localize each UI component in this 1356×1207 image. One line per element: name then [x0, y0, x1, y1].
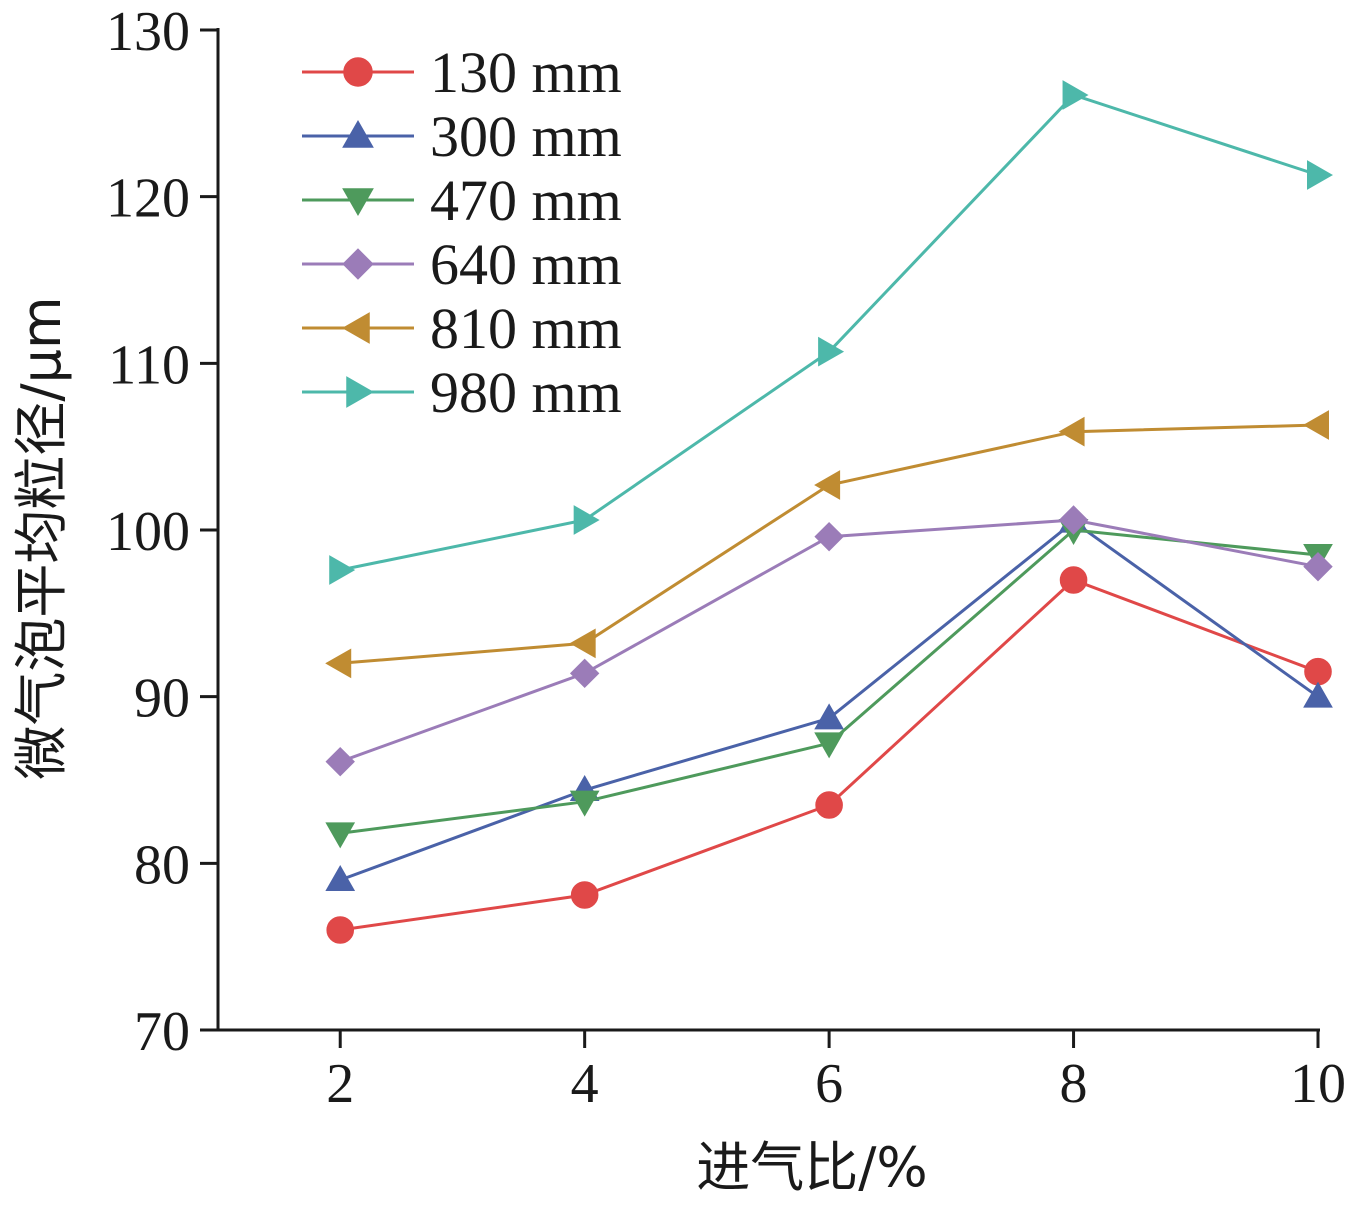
- data-point: [570, 881, 599, 909]
- legend-label: 300 mm: [430, 104, 622, 169]
- legend-marker: [342, 188, 374, 217]
- legend-item: 980 mm: [302, 360, 622, 425]
- y-tick-label: 70: [134, 1001, 190, 1063]
- data-point: [815, 791, 843, 819]
- data-point: [814, 732, 844, 759]
- data-point: [1304, 657, 1332, 686]
- series-3: [325, 505, 1333, 777]
- data-point: [814, 521, 844, 552]
- x-tick-label: 2: [326, 1053, 354, 1115]
- data-point: [573, 505, 600, 535]
- y-tick-label: 120: [106, 168, 190, 230]
- data-point: [1058, 505, 1089, 535]
- data-point: [325, 746, 355, 777]
- data-point: [814, 470, 841, 500]
- data-point: [1307, 160, 1334, 190]
- axes: 70 80 90 100 110 120 130 2 4 6 8 10: [106, 1, 1346, 1115]
- series-5: [329, 80, 1334, 585]
- data-point: [1058, 416, 1085, 447]
- legend-marker: [342, 248, 374, 280]
- legend-marker: [346, 376, 375, 408]
- x-tick-label: 10: [1290, 1053, 1346, 1115]
- y-tick-label: 90: [134, 668, 190, 730]
- legend-label: 470 mm: [430, 168, 622, 233]
- legend-item: 810 mm: [302, 296, 622, 361]
- y-tick-label: 80: [134, 834, 190, 896]
- legend-label: 640 mm: [430, 232, 622, 297]
- data-point: [569, 790, 600, 817]
- y-tick-label: 110: [108, 334, 190, 396]
- x-axis-title: 进气比/%: [696, 1136, 928, 1199]
- series-layer: [325, 80, 1334, 944]
- x-tick-label: 4: [571, 1053, 599, 1115]
- legend-label: 980 mm: [430, 360, 622, 425]
- series-line: [340, 528, 1319, 835]
- data-point: [1303, 551, 1333, 582]
- series-line: [339, 519, 1319, 882]
- y-axis-title: 微气泡平均粒径/μm: [10, 296, 73, 779]
- legend-item: 300 mm: [302, 104, 622, 169]
- legend-item: 130 mm: [302, 40, 622, 105]
- legend-marker: [343, 57, 373, 87]
- legend-marker: [342, 119, 374, 148]
- legend-label: 130 mm: [430, 40, 622, 105]
- data-point: [569, 658, 600, 689]
- x-tick-label: 8: [1060, 1053, 1088, 1115]
- data-point: [329, 555, 356, 585]
- y-tick-label: 100: [106, 501, 190, 563]
- data-point: [325, 648, 352, 679]
- data-point: [325, 864, 356, 891]
- y-tick-label: 130: [106, 1, 190, 63]
- series-1: [325, 506, 1333, 891]
- legend-label: 810 mm: [430, 296, 622, 361]
- x-tick-label: 6: [815, 1053, 843, 1115]
- data-point: [326, 916, 355, 944]
- data-point: [1059, 566, 1088, 594]
- series-0: [326, 566, 1332, 944]
- data-point: [1062, 80, 1089, 110]
- data-point: [569, 628, 596, 659]
- legend-marker: [341, 312, 370, 344]
- data-point: [814, 703, 844, 730]
- data-point: [1303, 681, 1333, 708]
- data-point: [325, 822, 356, 849]
- legend-item: 640 mm: [302, 232, 622, 297]
- series-4: [325, 410, 1329, 679]
- data-point: [818, 336, 845, 367]
- data-point: [1302, 410, 1329, 440]
- legend-item: 470 mm: [302, 168, 622, 233]
